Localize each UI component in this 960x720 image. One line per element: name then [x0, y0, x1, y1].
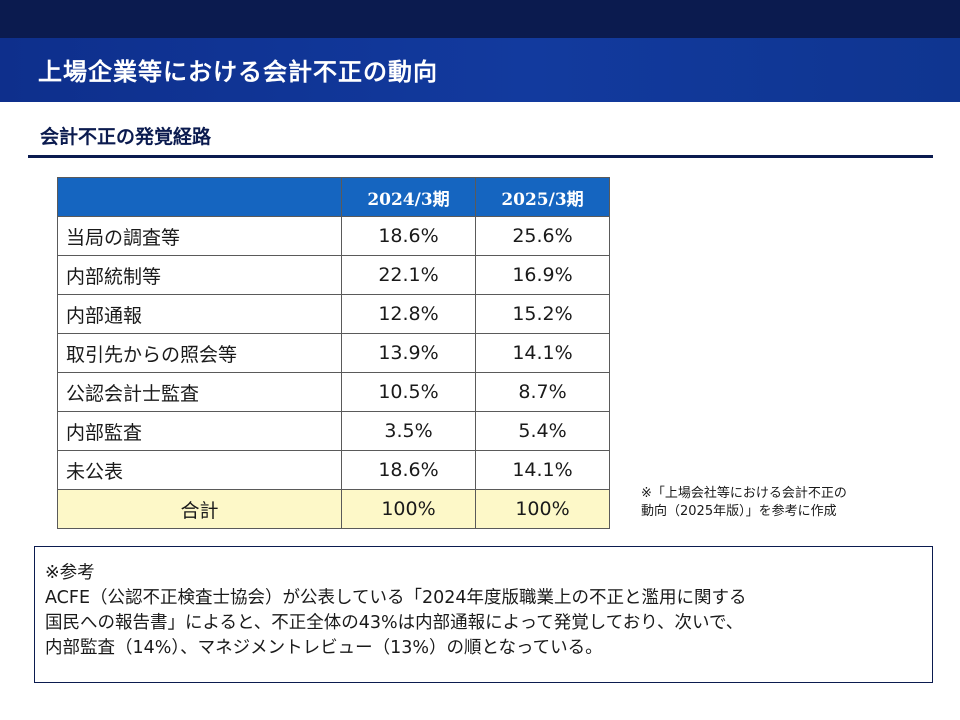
total-value-2024: 100%: [341, 489, 476, 529]
table-row: 公認会計士監査 10.5% 8.7%: [57, 372, 610, 412]
table-total-row: 合計 100% 100%: [57, 489, 610, 529]
reference-heading: ※参考: [45, 563, 95, 583]
row-label: 内部統制等: [57, 255, 342, 295]
table-row: 当局の調査等 18.6% 25.6%: [57, 216, 610, 256]
row-label: 取引先からの照会等: [57, 333, 342, 373]
reference-box: ※参考 ACFE（公認不正検査士協会）が公表している「2024年度版職業上の不正…: [34, 546, 933, 683]
row-label: 公認会計士監査: [57, 372, 342, 412]
row-value-2024: 18.6%: [341, 216, 476, 256]
table-row: 内部統制等 22.1% 16.9%: [57, 255, 610, 295]
table-row: 取引先からの照会等 13.9% 14.1%: [57, 333, 610, 373]
row-value-2024: 18.6%: [341, 450, 476, 490]
title-bar: 上場企業等における会計不正の動向: [0, 38, 960, 102]
reference-text-line: 国民への報告書」によると、不正全体の43%は内部通報によって発覚しており、次いで…: [45, 613, 744, 633]
row-value-2024: 22.1%: [341, 255, 476, 295]
source-note: ※「上場会社等における会計不正の 動向（2025年版）」を参考に作成: [641, 485, 931, 521]
row-value-2025: 16.9%: [475, 255, 610, 295]
section-heading: 会計不正の発覚経路: [40, 126, 212, 148]
row-label: 当局の調査等: [57, 216, 342, 256]
table-header-2024: 2024/3期: [341, 177, 476, 217]
reference-text-line: ACFE（公認不正検査士協会）が公表している「2024年度版職業上の不正と濫用に…: [45, 588, 747, 608]
row-label: 未公表: [57, 450, 342, 490]
reference-text-line: 内部監査（14%）、マネジメントレビュー（13%）の順となっている。: [45, 638, 603, 658]
row-value-2025: 5.4%: [475, 411, 610, 451]
table-header-row: 2024/3期 2025/3期: [57, 177, 610, 217]
total-label: 合計: [57, 489, 342, 529]
row-value-2024: 10.5%: [341, 372, 476, 412]
row-value-2024: 12.8%: [341, 294, 476, 334]
row-value-2025: 25.6%: [475, 216, 610, 256]
table-row: 未公表 18.6% 14.1%: [57, 450, 610, 490]
detection-route-table: 2024/3期 2025/3期 当局の調査等 18.6% 25.6% 内部統制等…: [57, 177, 610, 529]
source-note-line: 動向（2025年版）」を参考に作成: [641, 504, 837, 519]
table-row: 内部通報 12.8% 15.2%: [57, 294, 610, 334]
row-value-2025: 8.7%: [475, 372, 610, 412]
total-value-2025: 100%: [475, 489, 610, 529]
row-value-2025: 15.2%: [475, 294, 610, 334]
top-band: [0, 0, 960, 38]
row-value-2024: 3.5%: [341, 411, 476, 451]
row-label: 内部監査: [57, 411, 342, 451]
row-value-2025: 14.1%: [475, 450, 610, 490]
table-header-2025: 2025/3期: [475, 177, 610, 217]
table-row: 内部監査 3.5% 5.4%: [57, 411, 610, 451]
row-value-2024: 13.9%: [341, 333, 476, 373]
row-label: 内部通報: [57, 294, 342, 334]
section-divider: [28, 155, 933, 158]
page-title: 上場企業等における会計不正の動向: [38, 58, 438, 86]
table-header-corner: [57, 177, 342, 217]
source-note-line: ※「上場会社等における会計不正の: [641, 486, 847, 501]
row-value-2025: 14.1%: [475, 333, 610, 373]
